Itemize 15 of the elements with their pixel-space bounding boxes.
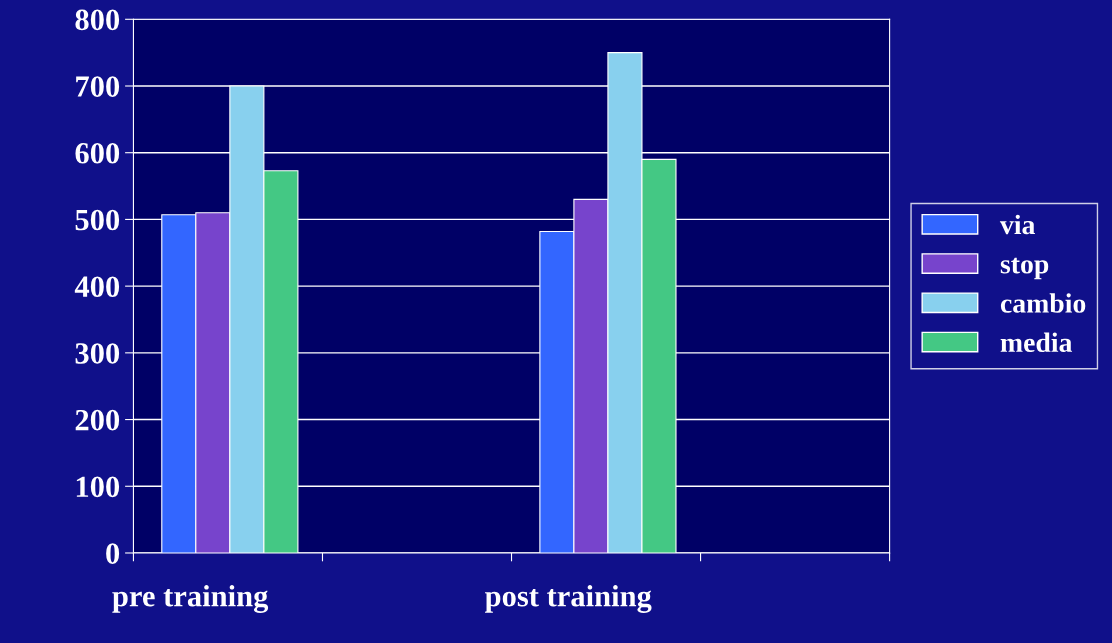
x-tick-label: pre training [112,585,269,613]
y-tick-label: 700 [76,76,120,97]
y-tick-label: 500 [75,209,120,231]
legend-label: stop [1000,257,1049,280]
y-tick-label: 300 [75,343,120,364]
y-tick-label: 400 [74,276,120,298]
y-tick-label: 600 [75,142,120,164]
legend-label: cambio [1000,293,1086,313]
y-tick-label: 800 [75,9,120,31]
y-tick-label: 0 [106,543,120,564]
y-tick-label: 100 [76,476,120,498]
legend-label: via [999,214,1036,235]
x-tick-label: post training [485,585,652,613]
y-tick-label: 200 [75,409,120,431]
legend-label: media [1000,332,1073,353]
